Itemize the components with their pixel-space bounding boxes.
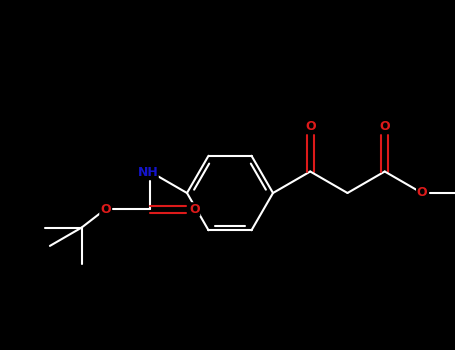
Text: O: O bbox=[379, 120, 390, 133]
Text: O: O bbox=[100, 203, 111, 216]
Text: O: O bbox=[305, 120, 316, 133]
Text: O: O bbox=[189, 203, 200, 216]
Text: O: O bbox=[417, 187, 427, 199]
Text: NH: NH bbox=[137, 166, 158, 179]
